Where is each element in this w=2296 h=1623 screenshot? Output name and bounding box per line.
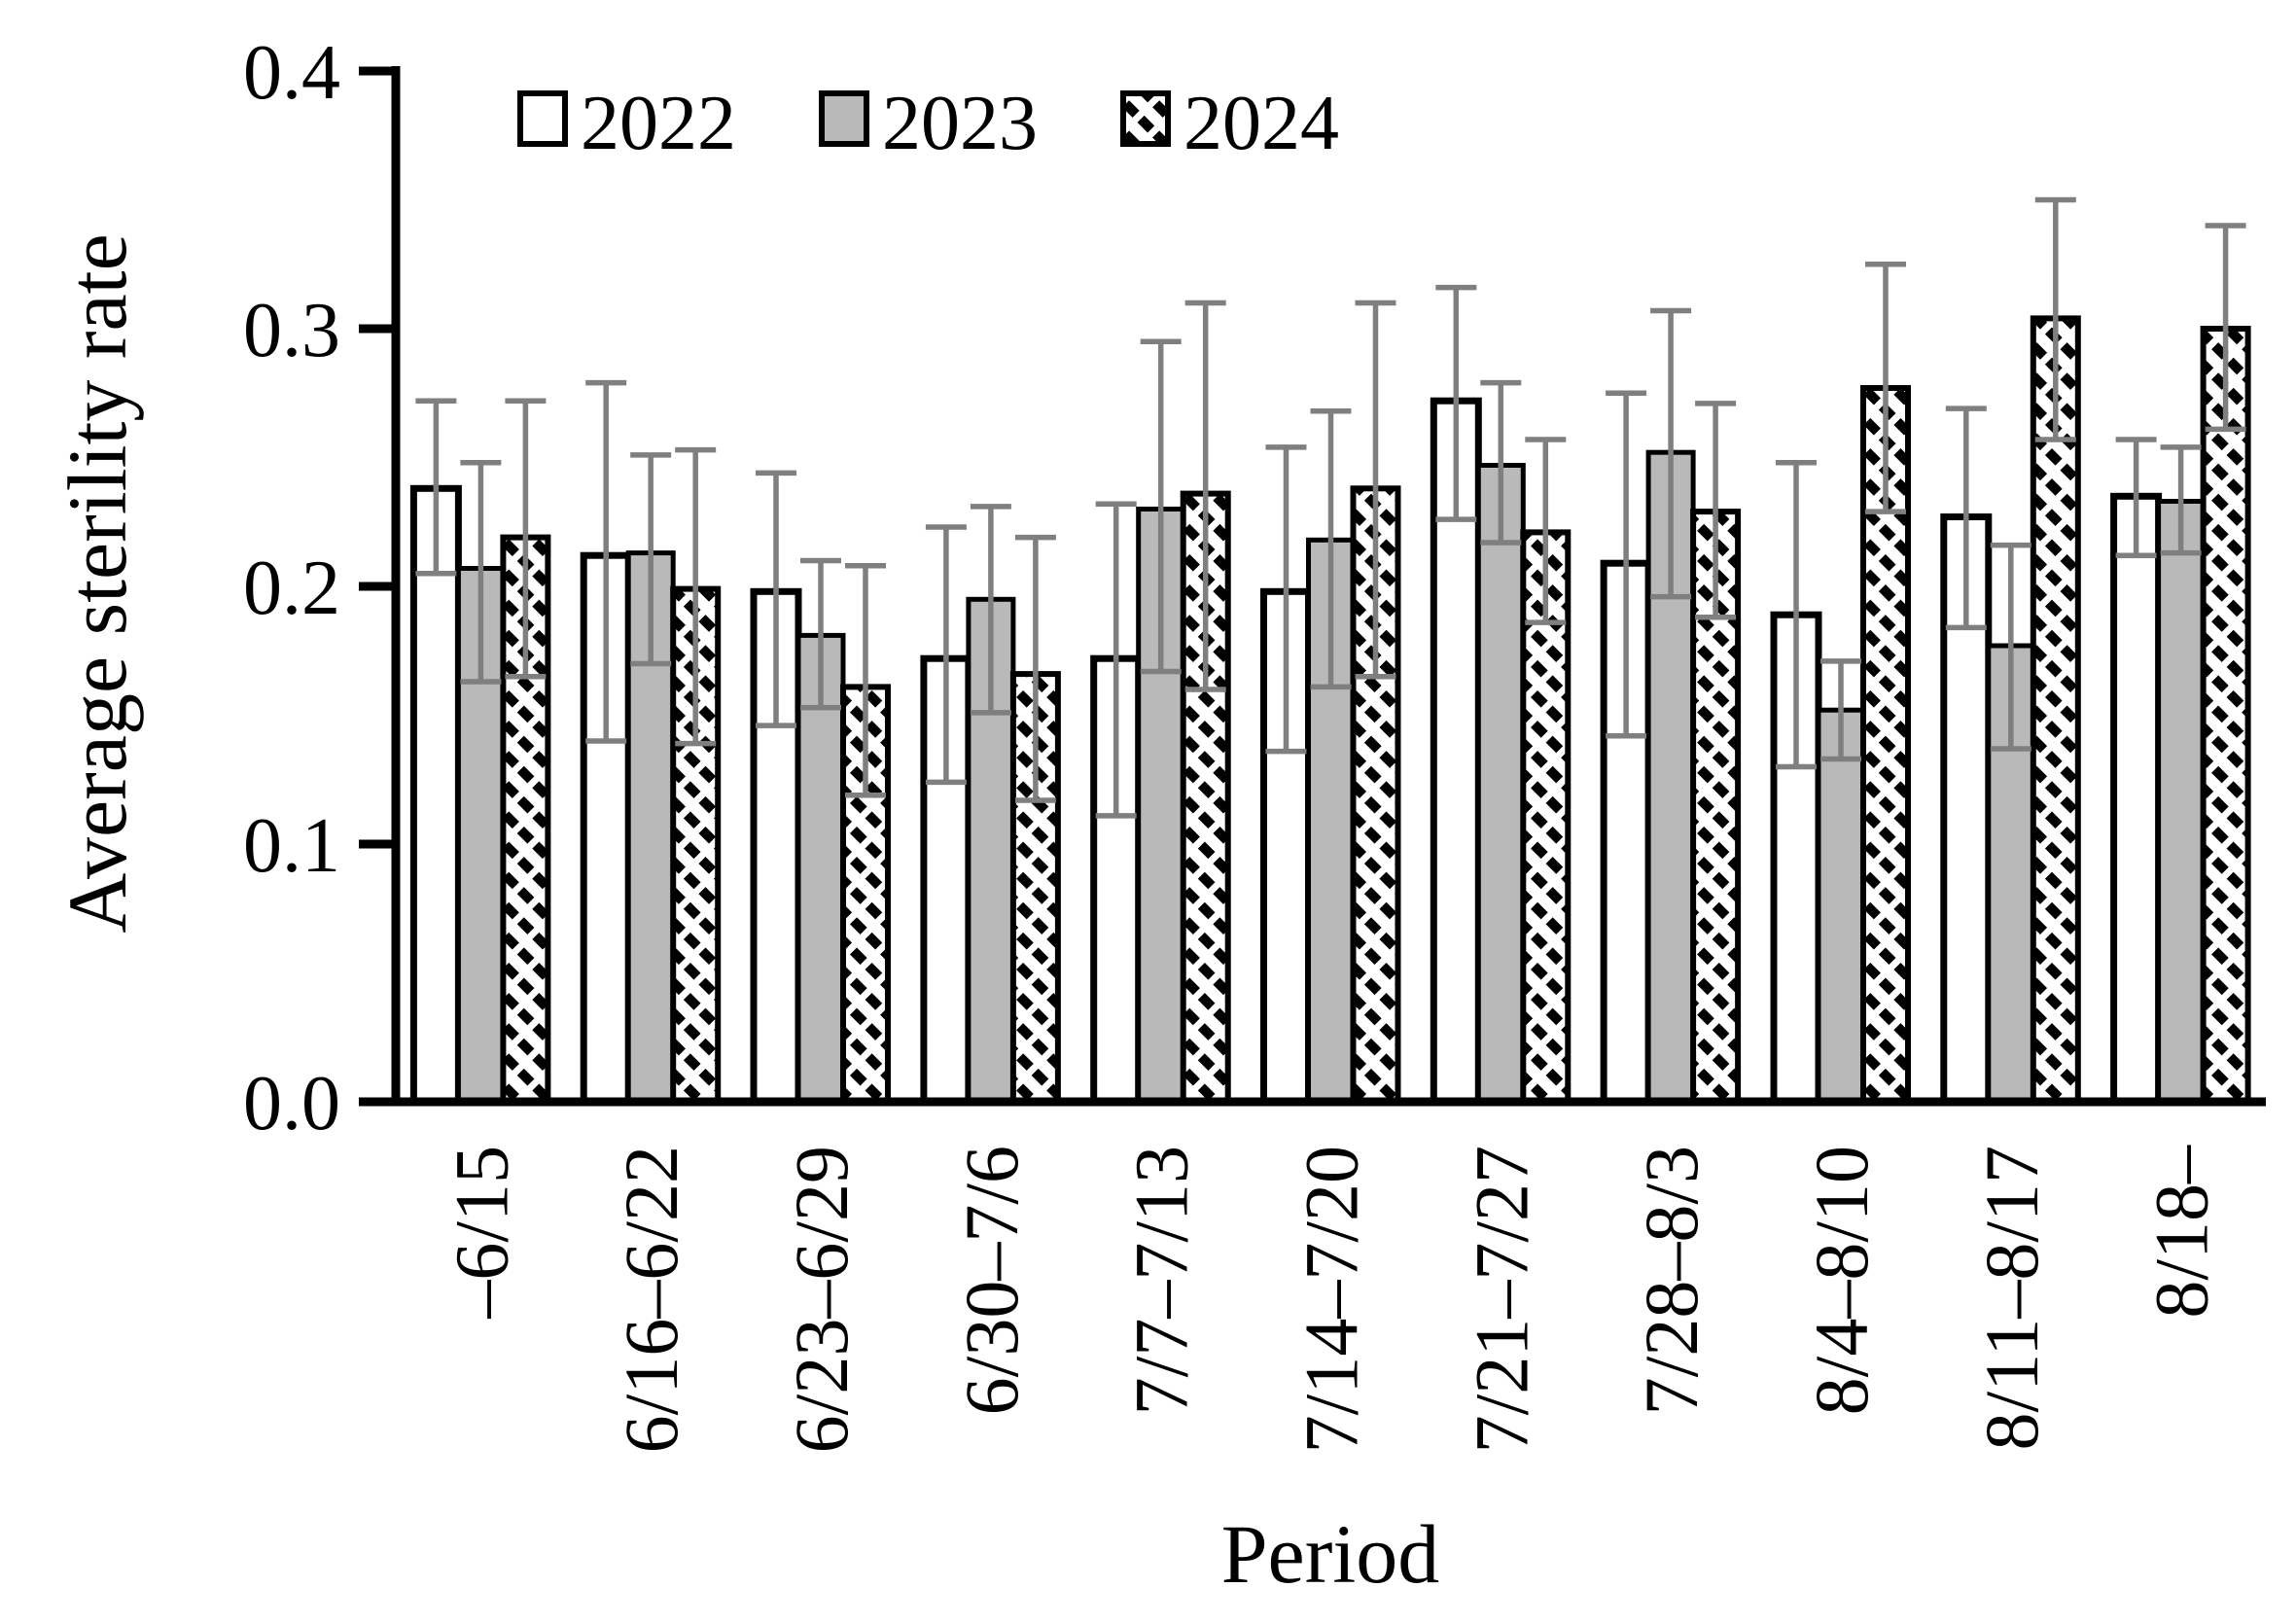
x-tick-label: 8/4–8/10 (1799, 1146, 1884, 1415)
error-bar-2022 (585, 379, 627, 744)
x-tick-label: 7/28–8/3 (1629, 1146, 1713, 1415)
x-tick-label: 6/23–6/29 (779, 1146, 864, 1453)
x-tick-label: 7/14–7/20 (1289, 1146, 1374, 1453)
error-bar-2023 (630, 452, 672, 667)
bar-2023 (1475, 463, 1526, 1105)
error-bar-2022 (1776, 460, 1817, 770)
error-bar-2022 (1606, 390, 1647, 739)
error-bar-2024 (1355, 300, 1396, 680)
legend-item-2024: 2024 (1120, 81, 1339, 166)
error-bar-2024 (1014, 534, 1056, 803)
error-bar-2022 (1095, 501, 1137, 819)
bar-2024 (2200, 326, 2251, 1105)
legend-swatch-white (517, 90, 568, 147)
x-tick-label: 8/18– (2139, 1145, 2224, 1319)
error-bar-2024 (1695, 401, 1737, 620)
error-bar-2024 (1525, 437, 1567, 625)
error-bar-2024 (505, 398, 547, 680)
legend-label: 2024 (1183, 81, 1339, 166)
x-tick-label: 7/21–7/27 (1459, 1146, 1543, 1453)
x-axis-title: Period (1220, 1507, 1440, 1601)
y-tick-label: 0.3 (243, 288, 340, 373)
x-tick-label: 7/7–7/13 (1119, 1146, 1204, 1415)
error-bar-2024 (845, 563, 886, 798)
error-bar-2022 (1945, 406, 1987, 631)
legend-label: 2022 (581, 81, 736, 166)
bar-2023 (1986, 643, 2036, 1105)
x-tick-label: 6/30–7/6 (949, 1146, 1034, 1415)
error-bar-2023 (970, 504, 1011, 716)
error-bar-2023 (1990, 542, 2031, 752)
error-bar-2022 (415, 398, 457, 577)
error-bar-2023 (2160, 444, 2202, 556)
error-bar-2023 (1820, 658, 1861, 762)
error-bar-2022 (1265, 444, 1307, 755)
bar-2023 (1816, 707, 1866, 1105)
error-bar-2022 (925, 524, 967, 786)
legend-label: 2023 (882, 81, 1038, 166)
error-bar-2023 (800, 557, 841, 711)
bar-2022 (409, 484, 462, 1106)
error-bar-2023 (460, 460, 502, 685)
y-tick-label: 0.2 (243, 546, 340, 631)
error-bar-2023 (1310, 408, 1352, 690)
legend-item-2023: 2023 (819, 81, 1038, 166)
error-bar-2022 (1435, 284, 1477, 522)
x-tick-label: 6/16–6/22 (609, 1146, 693, 1453)
y-tick-label: 0.0 (243, 1061, 340, 1147)
error-bar-2024 (675, 446, 717, 747)
error-bar-2022 (756, 470, 796, 728)
legend-swatch-gray (819, 90, 869, 147)
y-tick-label: 0.1 (243, 803, 340, 889)
bar-2023 (2156, 499, 2207, 1105)
bar-2024 (2030, 315, 2081, 1105)
x-tick-label: –6/15 (439, 1146, 523, 1320)
error-bar-2023 (1650, 307, 1692, 600)
legend-item-2022: 2022 (517, 81, 736, 166)
error-bar-2023 (1480, 379, 1522, 546)
error-bar-2024 (1865, 262, 1906, 514)
error-bar-2022 (2115, 437, 2157, 558)
error-bar-2024 (2205, 223, 2246, 433)
error-bar-2023 (1140, 338, 1182, 675)
bar-2022 (2110, 492, 2163, 1106)
bar-2024 (1520, 529, 1572, 1105)
x-tick-label: 8/11–8/17 (1969, 1146, 2054, 1450)
y-axis-title: Average sterility rate (51, 233, 144, 934)
error-bar-2024 (2034, 196, 2076, 442)
y-tick-label: 0.4 (243, 30, 340, 116)
legend-swatch-hatch (1120, 90, 1171, 147)
error-bar-2024 (1184, 300, 1226, 692)
